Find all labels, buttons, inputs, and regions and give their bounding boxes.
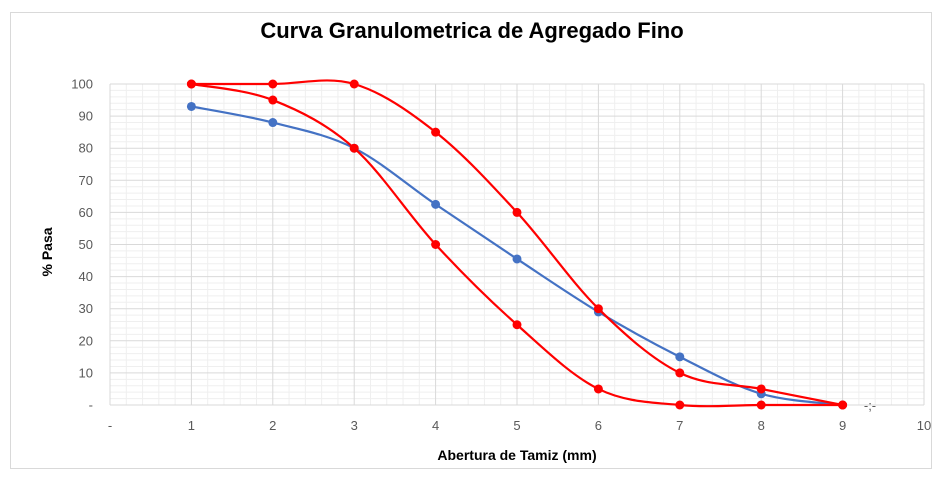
data-point: [349, 143, 359, 153]
x-tick-label: 1: [188, 418, 195, 433]
data-point: [675, 352, 685, 362]
y-tick-label: 10: [79, 365, 93, 380]
x-tick-label: 9: [839, 418, 846, 433]
x-tick-label: 7: [676, 418, 683, 433]
chart-title: Curva Granulometrica de Agregado Fino: [260, 18, 684, 43]
y-tick-label: 60: [79, 205, 93, 220]
data-point: [268, 79, 278, 89]
x-tick-label: 10: [917, 418, 931, 433]
y-tick-label: 20: [79, 333, 93, 348]
data-point: [431, 127, 441, 137]
x-tick-label: 6: [595, 418, 602, 433]
data-point: [756, 384, 766, 394]
data-point: [593, 384, 603, 394]
data-point: [512, 207, 522, 217]
x-tick-label: -: [108, 418, 112, 433]
data-point: [431, 199, 441, 209]
data-point: [838, 400, 848, 410]
y-tick-label: 90: [79, 109, 93, 124]
x-tick-label: 2: [269, 418, 276, 433]
data-point: [593, 304, 603, 314]
y-tick-label: 80: [79, 141, 93, 156]
data-point: [512, 254, 522, 264]
y-tick-label: -: [89, 398, 93, 413]
y-tick-label: 50: [79, 237, 93, 252]
data-point: [756, 400, 766, 410]
data-point: [268, 95, 278, 105]
data-point: [512, 320, 522, 330]
y-tick-label: 40: [79, 269, 93, 284]
data-point: [186, 79, 196, 89]
extra-label: -;-: [864, 398, 876, 413]
y-tick-label: 70: [79, 173, 93, 188]
x-tick-label: 3: [351, 418, 358, 433]
y-axis-title: % Pasa: [39, 227, 55, 276]
x-tick-label: 4: [432, 418, 439, 433]
data-point: [349, 79, 359, 89]
data-point: [268, 118, 278, 128]
x-axis-title: Abertura de Tamiz (mm): [437, 447, 596, 463]
data-point: [431, 240, 441, 249]
x-tick-label: 8: [758, 418, 765, 433]
x-tick-label: 5: [513, 418, 520, 433]
data-point: [186, 101, 196, 111]
data-point: [675, 400, 685, 410]
y-tick-label: 100: [71, 77, 93, 92]
data-point: [675, 368, 685, 378]
y-tick-label: 30: [79, 301, 93, 316]
